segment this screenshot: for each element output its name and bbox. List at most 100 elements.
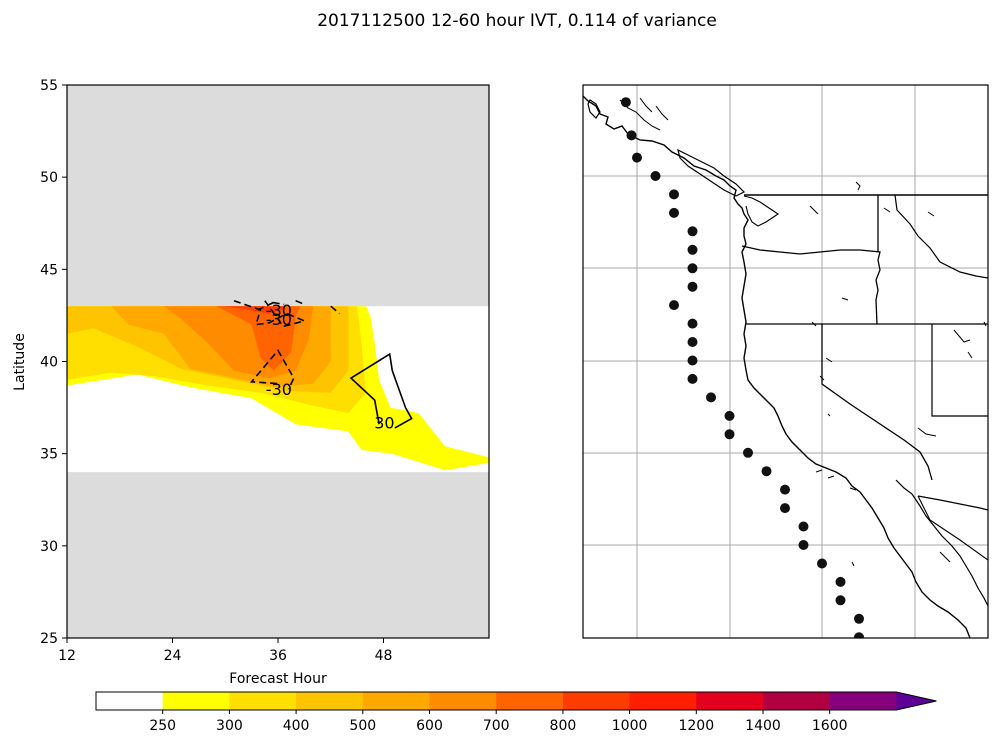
colorbar-tick-label: 1000 <box>612 718 648 734</box>
station-point <box>650 171 661 181</box>
colorbar-outline <box>95 691 937 711</box>
contour-label: -30 <box>266 380 292 399</box>
contour-label: 30 <box>374 413 394 432</box>
puget-sound <box>743 195 779 227</box>
station-point <box>780 503 790 514</box>
x-axis-label: Forecast Hour <box>229 671 327 687</box>
filled-contour-800 <box>225 306 287 314</box>
inland-lakes <box>809 181 987 563</box>
x-tick-label: 48 <box>375 648 393 664</box>
contour-line <box>295 299 305 306</box>
contour-label: -30 <box>266 310 292 329</box>
colorbar-extend-arrow <box>896 692 937 710</box>
station-point <box>687 355 698 366</box>
filled-contours <box>67 306 489 471</box>
az-mexico-border <box>917 495 988 561</box>
x-tick-label: 12 <box>58 648 76 664</box>
x-axis-ticks: 12 24 36 48 <box>58 638 392 664</box>
station-point <box>669 207 679 218</box>
map-panel <box>582 84 989 639</box>
contour-line <box>257 301 274 311</box>
station-point <box>724 429 735 440</box>
colorbar-segment <box>229 692 297 710</box>
colorbar-tick-label: 1400 <box>745 718 781 734</box>
colorbar-tick-label: 700 <box>483 718 510 734</box>
baja-gulf-coast <box>895 479 988 607</box>
station-points <box>620 97 864 638</box>
y-tick-label: 30 <box>40 539 58 555</box>
haida-gwaii <box>587 99 601 119</box>
colorbar-tick-label: 1600 <box>812 718 848 734</box>
colorbar-segment <box>763 692 831 710</box>
colorbar-tick-label: 300 <box>216 718 243 734</box>
colorbar-tick-label: 250 <box>149 718 176 734</box>
colorbar-tick-label: 1200 <box>678 718 714 734</box>
wa-or-border <box>741 245 881 325</box>
station-point <box>798 540 809 550</box>
station-point <box>706 392 716 403</box>
station-point <box>854 613 864 624</box>
colorbar-tick-label: 500 <box>349 718 376 734</box>
station-point <box>835 576 846 587</box>
contour-line <box>233 299 307 328</box>
station-point <box>669 300 679 311</box>
map-frame <box>582 84 989 639</box>
station-point <box>743 447 753 458</box>
station-point <box>626 130 637 141</box>
station-point <box>632 152 642 163</box>
ca-nv-border <box>821 324 933 481</box>
colorbar: 250 300 400 500 600 700 800 1000 1200 1400 1600 <box>95 691 937 734</box>
colorbar-segment <box>629 692 697 710</box>
masked-region <box>67 85 489 307</box>
masked-regions <box>67 85 489 638</box>
colorbar-tick-label: 400 <box>283 718 310 734</box>
station-point <box>687 226 698 237</box>
colorbar-tick-label: 800 <box>550 718 577 734</box>
colorbar-segment <box>429 692 497 710</box>
id-mt-border <box>894 194 988 279</box>
vancouver-island <box>677 148 746 197</box>
station-point <box>620 97 631 108</box>
colorbar-segment <box>162 692 230 710</box>
colorbar-segment <box>829 692 897 710</box>
contour-label: -30 <box>266 301 292 320</box>
station-point <box>687 263 698 274</box>
filled-contour-700 <box>216 306 300 371</box>
station-point <box>687 281 698 292</box>
station-point <box>687 318 698 329</box>
contour-line <box>349 352 413 429</box>
us-mexico-border <box>917 495 988 511</box>
y-tick-label: 50 <box>40 170 58 186</box>
station-point <box>854 632 864 638</box>
contour-line <box>272 301 285 306</box>
station-point <box>669 189 679 200</box>
station-point <box>780 484 790 495</box>
colorbar-segment <box>496 692 564 710</box>
y-tick-label: 45 <box>40 262 58 278</box>
colorbar-segment <box>562 692 631 710</box>
line-contours <box>233 299 413 429</box>
y-axis-ticks: 25 30 35 40 45 50 55 <box>40 78 67 647</box>
station-point <box>687 373 698 384</box>
nv-ut-border <box>931 324 988 417</box>
station-point <box>687 244 698 255</box>
colorbar-segment <box>696 692 764 710</box>
channel-islands <box>815 469 857 567</box>
station-point <box>817 558 827 569</box>
station-point <box>835 595 846 606</box>
colorbar-segment <box>296 692 364 710</box>
y-tick-label: 40 <box>40 355 58 371</box>
colorbar-segment <box>362 692 430 710</box>
map-borders <box>583 95 988 638</box>
x-tick-label: 24 <box>164 648 182 664</box>
masked-region <box>67 472 489 638</box>
contour-line <box>249 349 295 390</box>
colorbar-segment <box>96 692 164 710</box>
colorbar-tick-label: 600 <box>416 718 443 734</box>
x-tick-label: 36 <box>269 648 287 664</box>
station-point <box>687 337 698 347</box>
y-tick-label: 25 <box>40 631 58 647</box>
